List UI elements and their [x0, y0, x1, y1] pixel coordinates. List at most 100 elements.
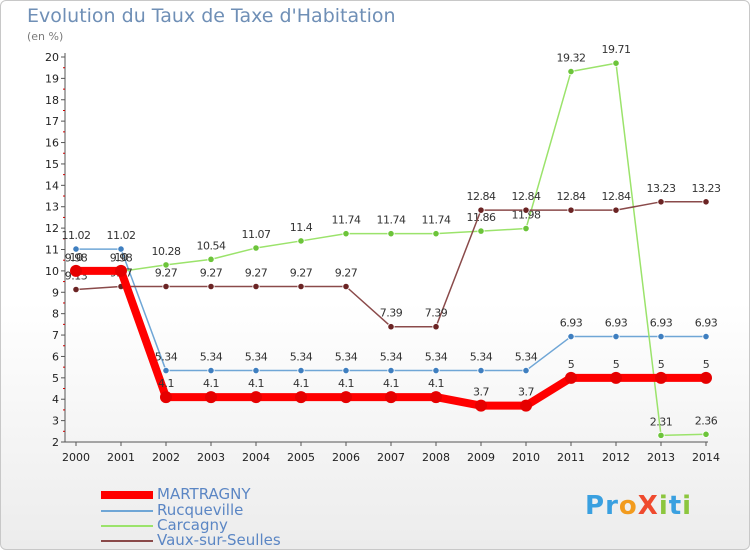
data-label-martragny: 3.7: [473, 386, 489, 399]
data-point-rucqueville: [162, 366, 170, 375]
data-point-vaux-sur-seulles: [207, 282, 215, 291]
data-point-vaux-sur-seulles: [657, 198, 665, 206]
data-label-rucqueville: 5.34: [245, 351, 268, 364]
data-label-vaux-sur-seulles: 13.23: [647, 182, 676, 195]
y-tick-label: 2: [52, 436, 59, 449]
data-label-carcagny: 2.36: [695, 414, 718, 427]
unit-label: (en %): [27, 30, 64, 43]
legend-label-vaux-sur-seulles: Vaux-sur-Seulles: [157, 531, 281, 549]
data-label-vaux-sur-seulles: 7.39: [425, 307, 448, 320]
data-label-carcagny: 9.98: [110, 251, 133, 264]
data-point-martragny: [160, 391, 172, 404]
y-tick-label: 10: [45, 265, 59, 278]
data-point-carcagny: [522, 224, 530, 233]
data-point-martragny: [700, 371, 712, 384]
data-label-vaux-sur-seulles: 13.23: [692, 182, 721, 195]
data-label-carcagny: 11.98: [512, 209, 541, 222]
data-label-carcagny: 19.71: [602, 43, 631, 56]
data-point-vaux-sur-seulles: [702, 198, 710, 206]
legend-swatch-rucqueville: [101, 510, 153, 512]
y-tick-label: 4: [52, 393, 59, 406]
data-point-martragny: [520, 399, 532, 412]
data-point-carcagny: [342, 230, 350, 238]
data-point-rucqueville: [387, 366, 395, 375]
data-point-vaux-sur-seulles: [567, 206, 575, 214]
proxiti-logo: ProXiti: [585, 491, 692, 521]
data-label-rucqueville: 5.34: [200, 351, 223, 364]
data-label-vaux-sur-seulles: 12.84: [602, 190, 631, 203]
y-tick-label: 17: [45, 115, 59, 128]
data-label-vaux-sur-seulles: 9.27: [290, 267, 313, 280]
data-point-rucqueville: [252, 366, 260, 375]
y-tick-label: 3: [52, 415, 59, 428]
data-label-carcagny: 11.74: [377, 214, 406, 227]
data-point-rucqueville: [657, 332, 665, 341]
data-label-martragny: 10: [115, 251, 128, 264]
data-label-martragny: 3.7: [518, 386, 534, 399]
x-tick-label: 2007: [377, 451, 405, 464]
data-point-martragny: [295, 391, 307, 404]
data-point-carcagny: [567, 67, 575, 76]
y-tick-label: 7: [52, 329, 59, 342]
data-label-martragny: 10: [70, 251, 83, 264]
data-label-vaux-sur-seulles: 7.39: [380, 307, 403, 320]
x-tick-label: 2009: [467, 451, 495, 464]
data-point-vaux-sur-seulles: [477, 206, 485, 214]
data-point-martragny: [475, 399, 487, 412]
data-point-martragny: [205, 391, 217, 404]
y-tick-label: 19: [45, 72, 59, 85]
logo-letter: r: [605, 491, 619, 521]
data-point-vaux-sur-seulles: [612, 206, 620, 214]
data-label-carcagny: 10.28: [152, 245, 181, 258]
y-tick-label: 20: [45, 51, 59, 64]
y-tick-label: 12: [45, 222, 59, 235]
data-label-rucqueville: 5.34: [290, 351, 313, 364]
data-label-rucqueville: 5.34: [335, 351, 358, 364]
data-point-martragny: [70, 264, 82, 277]
data-point-carcagny: [657, 431, 665, 439]
data-point-rucqueville: [567, 332, 575, 341]
data-point-martragny: [430, 391, 442, 404]
data-point-carcagny: [252, 244, 260, 252]
y-tick-label: 8: [52, 308, 59, 321]
data-point-rucqueville: [522, 366, 530, 375]
data-point-martragny: [250, 391, 262, 404]
logo-letter: o: [618, 491, 638, 521]
data-point-rucqueville: [342, 366, 350, 375]
data-label-rucqueville: 5.34: [380, 351, 403, 364]
data-point-carcagny: [207, 255, 215, 263]
y-tick-label: 11: [45, 244, 59, 257]
logo-letter: t: [668, 491, 683, 521]
logo-letter: i: [658, 491, 669, 521]
data-label-rucqueville: 11.02: [62, 229, 91, 242]
data-label-rucqueville: 6.93: [560, 317, 583, 330]
data-point-vaux-sur-seulles: [522, 206, 530, 214]
data-label-martragny: 4.1: [203, 377, 219, 390]
data-label-rucqueville: 6.93: [605, 317, 628, 330]
y-tick-label: 15: [45, 158, 59, 171]
logo-letter: X: [637, 491, 659, 521]
data-label-carcagny: 19.32: [557, 52, 586, 65]
data-point-carcagny: [162, 261, 170, 269]
data-label-martragny: 5: [658, 358, 665, 371]
data-point-martragny: [340, 391, 352, 404]
x-tick-label: 2003: [197, 451, 225, 464]
data-point-carcagny: [387, 230, 395, 238]
legend-swatch-vaux-sur-seulles: [101, 540, 153, 542]
data-point-rucqueville: [432, 366, 440, 375]
data-point-rucqueville: [117, 245, 125, 253]
data-label-martragny: 4.1: [383, 377, 399, 390]
data-point-vaux-sur-seulles: [162, 282, 170, 291]
data-point-vaux-sur-seulles: [387, 323, 395, 331]
data-label-carcagny: 11.07: [242, 228, 271, 241]
data-label-carcagny: 10.54: [197, 239, 226, 252]
data-label-rucqueville: 6.93: [695, 317, 718, 330]
legend-label-rucqueville: Rucqueville: [157, 501, 244, 519]
logo-letter: i: [682, 491, 693, 521]
data-label-vaux-sur-seulles: 12.84: [557, 190, 586, 203]
y-tick-label: 5: [52, 372, 59, 385]
data-point-vaux-sur-seulles: [297, 282, 305, 291]
data-point-vaux-sur-seulles: [432, 323, 440, 331]
data-point-martragny: [115, 264, 127, 277]
